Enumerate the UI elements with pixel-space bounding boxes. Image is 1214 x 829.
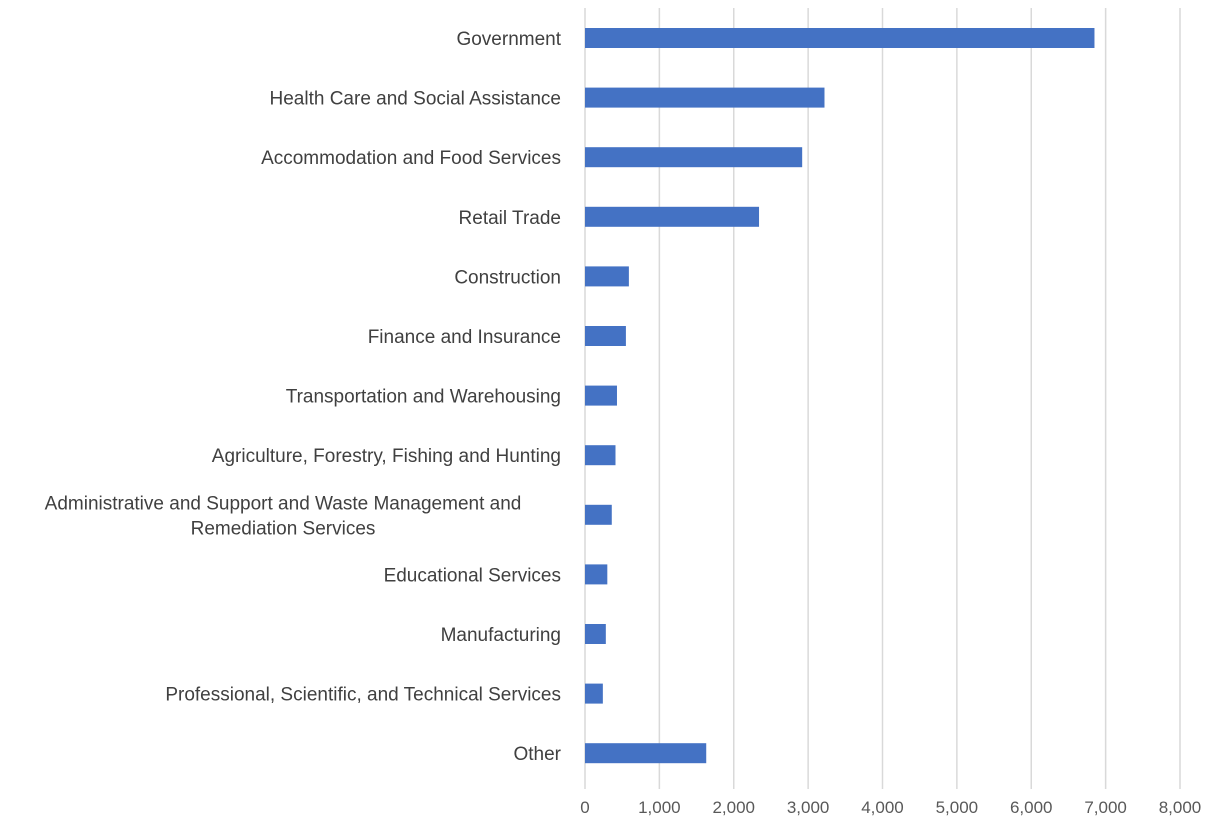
category-label: Health Care and Social Assistance — [270, 89, 562, 110]
x-tick-label: 8,000 — [1159, 798, 1202, 817]
category-label: Transportation and Warehousing — [286, 387, 561, 408]
category-label: Professional, Scientific, and Technical … — [165, 685, 561, 706]
category-label: Agriculture, Forestry, Fishing and Hunti… — [212, 446, 561, 467]
bar — [585, 743, 707, 764]
bar — [585, 385, 617, 406]
category-label: Educational Services — [384, 565, 561, 586]
x-tick-label: 0 — [580, 798, 589, 817]
category-label: Retail Trade — [459, 208, 561, 229]
bar — [585, 683, 603, 704]
bar — [585, 564, 608, 585]
x-tick-label: 4,000 — [861, 798, 904, 817]
category-label: Government — [456, 29, 561, 50]
category-label: Accommodation and Food Services — [261, 148, 561, 169]
bar — [585, 147, 803, 168]
category-labels: Government Health Care and Social Assista… — [45, 29, 562, 765]
bar — [585, 445, 616, 466]
x-tick-label: 5,000 — [936, 798, 979, 817]
bar — [585, 326, 626, 346]
x-tick-label: 1,000 — [638, 798, 681, 817]
bar — [585, 87, 825, 108]
bar — [585, 624, 606, 644]
category-label: Administrative and Support and Waste Man… — [45, 493, 522, 539]
category-label: Other — [513, 744, 561, 765]
bar — [585, 206, 760, 227]
category-label: Finance and Insurance — [368, 327, 561, 348]
gridlines — [584, 8, 1181, 789]
category-label: Manufacturing — [441, 625, 561, 646]
bars — [585, 28, 1095, 764]
bar — [585, 266, 629, 287]
x-axis-tick-labels: 0 1,000 2,000 3,000 4,000 5,000 6,000 7,000 8,00… — [580, 798, 1201, 817]
x-tick-label: 7,000 — [1084, 798, 1127, 817]
bar — [585, 28, 1095, 48]
bar — [585, 504, 612, 525]
x-tick-label: 3,000 — [787, 798, 830, 817]
category-label: Construction — [454, 267, 561, 288]
x-tick-label: 2,000 — [712, 798, 755, 817]
x-tick-label: 6,000 — [1010, 798, 1053, 817]
